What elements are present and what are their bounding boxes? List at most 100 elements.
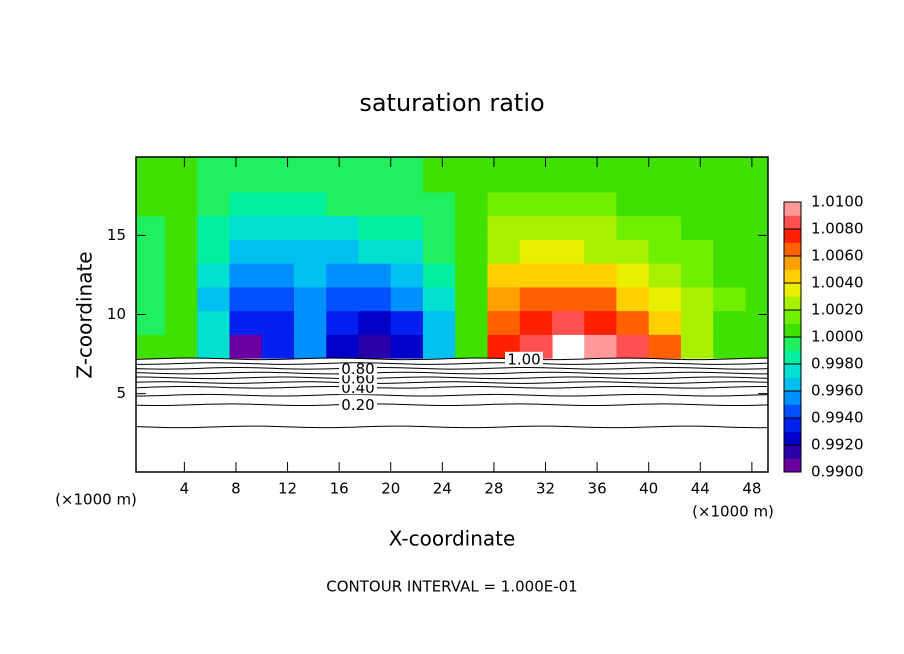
field-cell [229, 263, 263, 288]
field-cell [261, 334, 295, 359]
field-cell [584, 310, 618, 335]
colorbar-swatch [784, 391, 801, 405]
x-tick-label: 16 [330, 480, 349, 498]
field-cell [326, 239, 360, 264]
field-cell [136, 286, 166, 312]
colorbar-tick-label: 1.0020 [811, 301, 864, 319]
field-cell [197, 191, 231, 217]
footer: CONTOUR INTERVAL = 1.000E-01 [326, 578, 577, 596]
contour-line [135, 425, 769, 429]
field-cell [455, 191, 489, 217]
field-cell [584, 157, 618, 193]
field-cell [519, 215, 553, 240]
field-cell [584, 286, 618, 312]
field-cell [422, 334, 456, 359]
field-cell [229, 157, 263, 193]
colorbar-swatch [784, 364, 801, 378]
field-cell [261, 310, 295, 335]
field-cell [390, 157, 424, 193]
field-cell [197, 334, 231, 359]
field-cell [358, 157, 392, 193]
field-cell [197, 310, 231, 335]
field-cell [165, 310, 198, 335]
field-cell [680, 191, 714, 217]
field-cell [584, 239, 618, 264]
field-cell [519, 239, 553, 264]
field-cell [455, 263, 489, 288]
field-cell [713, 157, 747, 193]
colorbar-swatch [784, 229, 801, 243]
field-cell [390, 215, 424, 240]
x-unit: (×1000 m) [692, 503, 774, 521]
field-cell [455, 334, 489, 359]
field-cell [326, 263, 360, 288]
colorbar-tick-label: 0.9980 [811, 355, 864, 373]
contour-label: 0.80 [341, 360, 374, 378]
field-cell [261, 239, 295, 264]
field-cell [422, 157, 456, 193]
field-cell [487, 310, 521, 335]
chart-title: saturation ratio [359, 89, 544, 117]
colorbar-swatch [784, 202, 801, 216]
field-cell [326, 215, 360, 240]
field-cell [326, 334, 360, 359]
field-cell [519, 191, 553, 217]
contour-line [135, 393, 769, 397]
field-cell [390, 310, 424, 335]
x-tick-label: 44 [691, 480, 710, 498]
colorbar-tick-label: 1.0060 [811, 247, 864, 265]
colorbar-tick-label: 0.9900 [811, 463, 864, 481]
colorbar-swatch [784, 283, 801, 297]
colorbar-swatch [784, 215, 801, 230]
field-cell [390, 263, 424, 288]
field-cell [294, 157, 327, 193]
contour-line [135, 386, 769, 389]
field-cell [165, 286, 198, 312]
field-cell [136, 239, 166, 264]
field-cell [197, 157, 231, 193]
y-unit: (×1000 m) [55, 491, 137, 509]
field-cell [390, 191, 424, 217]
field-cell [136, 263, 166, 288]
field-cell [390, 239, 424, 264]
field-cell [745, 310, 768, 335]
field-cell [294, 215, 327, 240]
field-cell [358, 310, 392, 335]
field-cell [616, 215, 650, 240]
x-tick-label: 36 [588, 480, 607, 498]
field-cell [648, 215, 682, 240]
x-tick-label: 32 [536, 480, 555, 498]
field-cell [165, 157, 198, 193]
colorbar-swatch [784, 404, 801, 419]
field-cell [229, 286, 263, 312]
field-cell [616, 239, 650, 264]
y-axis-label: Z-coordinate [73, 251, 97, 378]
colorbar-swatch [784, 431, 801, 446]
field-cell [358, 263, 392, 288]
field-cell [584, 334, 618, 359]
field-cell [680, 334, 714, 359]
colorbar-swatch [784, 242, 801, 257]
field-cell [745, 263, 768, 288]
field-cell [136, 191, 166, 217]
field-cell [551, 286, 585, 312]
colorbar-tick-label: 0.9960 [811, 382, 864, 400]
colorbar-tick-label: 1.0080 [811, 220, 864, 238]
field-cell [165, 334, 198, 359]
field-cell [261, 286, 295, 312]
field-cell [358, 239, 392, 264]
field-cell [390, 334, 424, 359]
colorbar-tick-label: 1.0100 [811, 193, 864, 211]
colorbar-swatch [784, 445, 801, 459]
field-cell [165, 215, 198, 240]
field-cell [648, 239, 682, 264]
contour-label-bg [339, 397, 377, 412]
field [136, 157, 768, 359]
contour-label-bg [339, 361, 377, 376]
field-cell [229, 191, 263, 217]
field-cell [455, 157, 489, 193]
field-cell [584, 263, 618, 288]
field-cell [165, 239, 198, 264]
y-tick-label: 15 [107, 226, 126, 244]
